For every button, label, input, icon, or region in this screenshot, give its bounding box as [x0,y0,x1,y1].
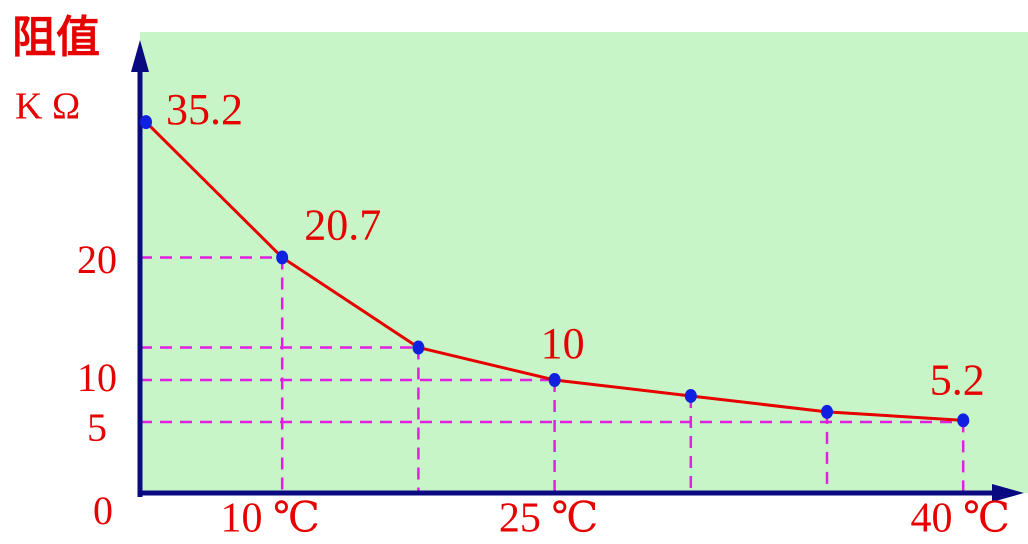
y-tick-label: 0 [93,488,113,533]
y-axis-unit: K Ω [15,86,80,128]
point [684,388,697,403]
y-tick-label: 10 [77,355,117,400]
data-label: 10 [541,319,585,368]
x-tick-label: 25 ℃ [499,496,598,542]
x-tick-label: 10 ℃ [220,496,319,542]
data-label: 20.7 [304,201,381,250]
point [957,413,970,428]
point [140,115,152,130]
point [412,340,425,355]
x-tick-label: 40 ℃ [910,496,1009,542]
point [276,250,289,265]
x-axis-arrow [992,484,1024,502]
plot-background [140,32,1028,493]
point [821,404,833,419]
y-axis-label: 阻值 [12,13,100,62]
data-label: 35.2 [166,85,243,134]
point [548,373,561,387]
y-tick-label: 20 [77,237,117,282]
y-axis-arrow [131,40,149,72]
y-tick-label: 5 [87,405,107,450]
data-label: 5.2 [930,355,985,404]
